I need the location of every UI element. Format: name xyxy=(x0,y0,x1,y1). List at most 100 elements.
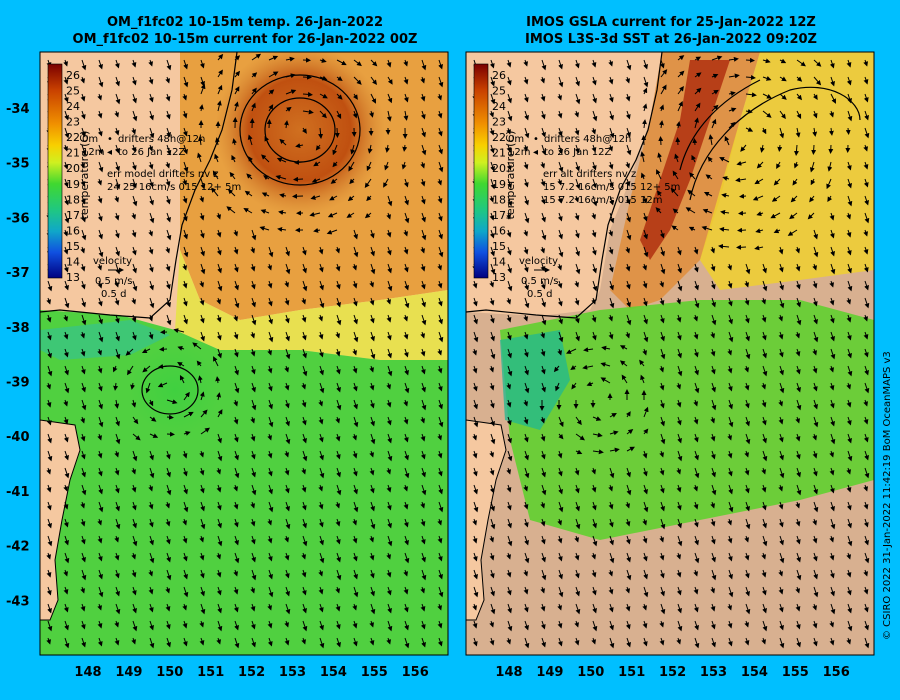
velocity-arrow xyxy=(81,59,87,71)
velocity-arrow xyxy=(114,127,120,136)
velocity-arrow xyxy=(301,552,307,560)
velocity-arrow xyxy=(183,59,188,70)
longitude-label: 155 xyxy=(782,665,809,680)
velocity-arrow xyxy=(301,399,307,408)
velocity-arrow xyxy=(285,56,295,62)
velocity-arrow xyxy=(182,110,188,119)
velocity-arrow xyxy=(369,382,375,391)
velocity-arrow xyxy=(401,161,407,170)
velocity-arrow xyxy=(284,297,290,306)
velocity-arrow xyxy=(166,144,172,156)
velocity-arrow xyxy=(81,314,87,326)
velocity-arrow xyxy=(98,314,103,325)
left-coastline xyxy=(40,52,238,319)
velocity-arrow xyxy=(370,586,375,597)
velocity-arrow xyxy=(285,246,290,257)
velocity-arrow xyxy=(131,331,137,341)
longitude-label: 153 xyxy=(279,665,306,680)
velocity-arrow xyxy=(213,356,219,367)
velocity-arrow xyxy=(200,246,205,257)
velocity-arrow xyxy=(251,569,257,581)
velocity-arrow xyxy=(404,365,409,376)
velocity-arrow xyxy=(369,535,375,543)
velocity-arrow xyxy=(352,365,358,374)
colorbar-tick-label: 13 xyxy=(492,271,506,284)
velocity-arrow xyxy=(336,637,341,648)
velocity-arrow xyxy=(131,246,137,256)
velocity-arrow xyxy=(165,450,171,460)
velocity-arrow xyxy=(233,348,239,358)
velocity-arrow xyxy=(115,263,121,275)
velocity-arrow xyxy=(216,637,222,645)
velocity-arrow xyxy=(387,603,392,614)
velocity-arrow xyxy=(216,467,222,475)
velocity-arrow xyxy=(115,178,121,190)
velocity-arrow xyxy=(97,195,103,204)
velocity-arrow xyxy=(166,127,171,138)
velocity-arrow xyxy=(183,144,188,155)
velocity-arrow xyxy=(251,552,256,563)
longitude-label: 150 xyxy=(156,665,183,680)
velocity-arrow xyxy=(112,365,118,373)
velocity-arrow xyxy=(80,331,86,339)
velocity-arrow xyxy=(196,360,202,367)
velocity-arrow xyxy=(115,433,121,445)
velocity-arrow xyxy=(353,76,362,85)
velocity-arrow xyxy=(404,212,410,224)
velocity-arrow xyxy=(421,127,426,138)
velocity-arrow xyxy=(198,104,204,112)
velocity-arrow xyxy=(182,552,188,562)
velocity-arrow xyxy=(114,212,120,221)
velocity-arrow xyxy=(131,467,137,475)
velocity-arrow xyxy=(318,331,324,340)
left-legend-drifters-to: to 26 Jan 12Z xyxy=(118,147,185,158)
velocity-arrow xyxy=(310,195,321,200)
velocity-arrow xyxy=(318,433,324,443)
velocity-arrow xyxy=(251,467,256,478)
velocity-arrow xyxy=(369,365,375,373)
velocity-arrow xyxy=(302,263,307,274)
longitude-label: 155 xyxy=(361,665,388,680)
velocity-arrow xyxy=(200,427,210,435)
velocity-arrow xyxy=(114,484,120,494)
velocity-arrow xyxy=(131,161,137,171)
velocity-arrow xyxy=(319,110,327,119)
velocity-arrow xyxy=(148,178,154,188)
velocity-arrow xyxy=(114,195,120,203)
velocity-arrow xyxy=(335,365,341,375)
velocity-arrow xyxy=(387,535,393,547)
velocity-arrow xyxy=(420,161,426,169)
velocity-arrow xyxy=(80,450,86,460)
velocity-arrow xyxy=(216,484,222,493)
velocity-arrow xyxy=(148,484,154,492)
velocity-arrow xyxy=(285,603,291,615)
velocity-arrow xyxy=(148,59,154,67)
velocity-arrow xyxy=(64,365,69,376)
velocity-arrow xyxy=(335,263,341,272)
velocity-arrow xyxy=(131,229,137,238)
velocity-arrow xyxy=(114,450,120,458)
velocity-arrow xyxy=(115,586,120,597)
velocity-arrow xyxy=(98,416,104,428)
velocity-arrow xyxy=(145,382,151,394)
velocity-arrow xyxy=(217,450,223,462)
velocity-arrow xyxy=(97,348,103,356)
velocity-arrow xyxy=(63,501,69,510)
velocity-arrow xyxy=(336,93,343,100)
velocity-arrow xyxy=(47,518,52,529)
velocity-arrow xyxy=(131,484,137,493)
velocity-arrow xyxy=(200,586,205,597)
velocity-arrow xyxy=(369,297,375,306)
velocity-arrow xyxy=(115,603,121,615)
velocity-arrow xyxy=(318,399,324,407)
velocity-arrow xyxy=(131,399,137,408)
velocity-arrow xyxy=(199,569,205,579)
velocity-arrow xyxy=(98,161,104,173)
velocity-arrow xyxy=(403,348,409,358)
velocity-arrow xyxy=(98,501,104,513)
velocity-arrow xyxy=(149,552,155,564)
velocity-arrow xyxy=(250,416,256,424)
velocity-arrow xyxy=(63,178,69,188)
velocity-arrow xyxy=(80,76,86,84)
